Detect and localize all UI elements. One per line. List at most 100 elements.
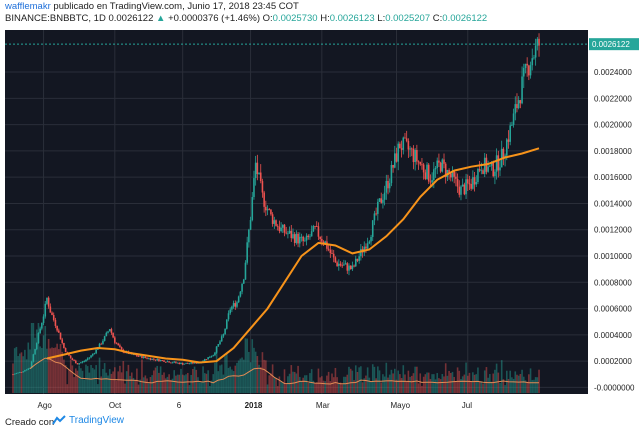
volume-bar xyxy=(49,348,52,393)
candle-body xyxy=(402,137,405,150)
volume-bar xyxy=(236,362,238,393)
volume-bar xyxy=(354,365,357,393)
candle-body xyxy=(22,371,24,373)
author-link[interactable]: wafflemakr xyxy=(5,1,51,12)
candle-body xyxy=(178,362,181,365)
volume-bar xyxy=(69,359,72,393)
volume-bar xyxy=(107,375,109,393)
candle-body xyxy=(460,186,462,195)
volume-bar xyxy=(368,377,371,393)
volume-bar xyxy=(473,374,476,393)
candle-body xyxy=(505,139,508,156)
candle-body xyxy=(529,65,532,76)
volume-bar xyxy=(536,377,539,393)
volume-bar xyxy=(361,382,364,393)
tradingview-link[interactable]: TradingView xyxy=(52,415,124,426)
volume-bar xyxy=(200,382,203,393)
volume-bar xyxy=(18,353,21,393)
volume-bar xyxy=(180,368,182,393)
volume-bar xyxy=(324,381,327,393)
volume-bar xyxy=(237,360,240,393)
volume-bar xyxy=(458,370,461,393)
candle-body xyxy=(449,173,452,178)
candle-body xyxy=(237,296,240,303)
volume-bar xyxy=(519,373,522,393)
volume-bar xyxy=(312,380,315,393)
candle-body xyxy=(95,349,97,354)
volume-bar xyxy=(305,375,308,393)
candle-body xyxy=(354,258,357,267)
candle-body xyxy=(268,209,271,210)
volume-bar xyxy=(68,369,70,393)
candle-body xyxy=(339,263,342,266)
candle-body xyxy=(234,303,237,307)
volume-bar xyxy=(478,381,481,393)
volume-bar xyxy=(461,376,464,393)
candle-body xyxy=(332,253,335,258)
candle-body xyxy=(190,362,192,364)
candle-body xyxy=(114,337,116,343)
candle-body xyxy=(256,162,259,175)
volume-bar xyxy=(105,372,108,393)
volume-bar xyxy=(80,368,82,393)
price-chart[interactable]: 0.0026122 0.0024000 0.0022000 0.0020000 0.00… xyxy=(0,28,640,412)
candle-body xyxy=(366,243,369,249)
volume-bar xyxy=(229,366,231,393)
volume-bar xyxy=(134,379,136,393)
candle-body xyxy=(385,180,388,193)
candle-body xyxy=(232,303,235,307)
candle-body xyxy=(115,342,118,344)
chart-area[interactable]: 0.0026122 0.0024000 0.0022000 0.0020000 0.00… xyxy=(0,28,640,412)
volume-bar xyxy=(15,346,18,393)
volume-bar xyxy=(466,375,469,393)
volume-bar xyxy=(524,380,527,393)
candle-body xyxy=(246,242,248,263)
candle-body xyxy=(327,248,330,250)
y-tick-label: 0.0002000 xyxy=(594,357,632,366)
candle-body xyxy=(171,362,174,364)
candle-body xyxy=(17,372,19,374)
candle-body xyxy=(417,161,420,163)
candle-body xyxy=(47,297,50,307)
candle-body xyxy=(443,159,445,164)
candle-body xyxy=(480,170,483,172)
candle-body xyxy=(226,319,228,329)
volume-bar xyxy=(71,365,74,393)
volume-bar xyxy=(100,376,103,393)
candle-body xyxy=(181,362,184,365)
candle-body xyxy=(404,137,406,139)
volume-bar xyxy=(499,383,501,393)
volume-bar xyxy=(209,386,211,393)
candle-body xyxy=(329,249,332,253)
candle-body xyxy=(356,258,359,261)
candle-body xyxy=(100,343,103,345)
candle-body xyxy=(441,159,444,172)
candle-body xyxy=(35,343,38,350)
volume-bar xyxy=(34,337,36,393)
candle-body xyxy=(387,180,389,189)
volume-bar xyxy=(351,370,354,393)
volume-bar xyxy=(124,383,126,393)
volume-bar xyxy=(387,377,389,393)
candle-body xyxy=(217,344,220,347)
volume-bar xyxy=(427,372,430,393)
candle-body xyxy=(383,192,386,200)
volume-bar xyxy=(108,369,111,393)
volume-bar xyxy=(390,369,393,393)
volume-bar xyxy=(317,368,320,393)
candle-body xyxy=(93,353,96,355)
candle-body xyxy=(455,176,457,179)
volume-bar xyxy=(319,377,321,393)
volume-bar xyxy=(275,378,277,393)
candle-body xyxy=(24,370,26,372)
candle-body xyxy=(119,345,121,348)
candle-body xyxy=(54,319,57,326)
candle-body xyxy=(524,63,527,68)
candle-body xyxy=(142,356,145,359)
volume-bar xyxy=(91,367,94,393)
candle-body xyxy=(186,363,189,364)
candle-body xyxy=(71,358,74,360)
candle-body xyxy=(163,360,165,362)
candle-body xyxy=(509,125,511,142)
volume-bar xyxy=(456,367,459,393)
